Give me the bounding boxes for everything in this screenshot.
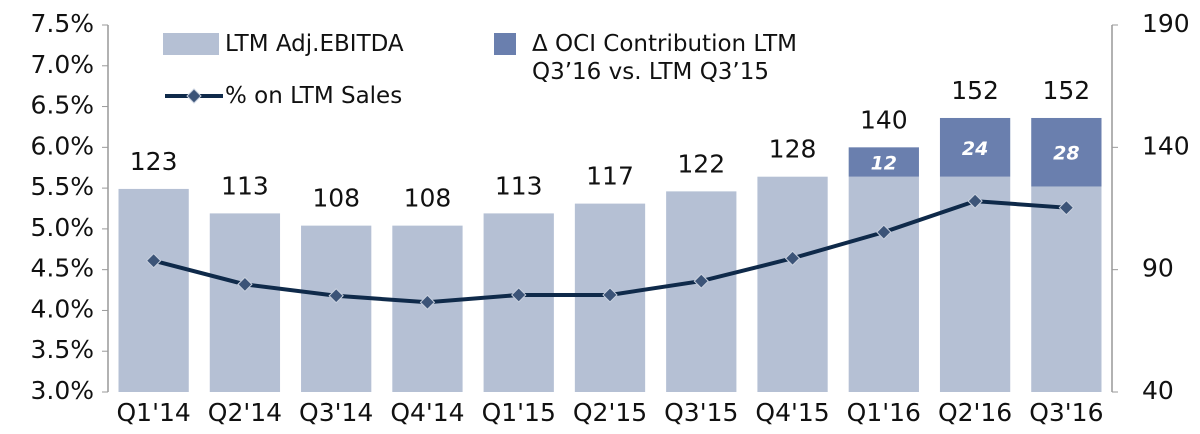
bar: [483, 213, 554, 392]
legend-item: LTM Adj.EBITDA: [163, 30, 404, 58]
legend-item: % on LTM Sales: [163, 82, 402, 110]
bar: [757, 176, 828, 392]
legend-label: % on LTM Sales: [225, 83, 403, 109]
legend-label: Δ OCI Contribution LTM Q3’16 vs. LTM Q3’…: [532, 31, 797, 85]
legend-swatch: [494, 33, 516, 55]
value-label: 113: [495, 171, 543, 200]
bar: [1031, 186, 1102, 392]
x-tick-label: Q1'14: [116, 398, 190, 427]
value-label: 108: [404, 184, 452, 213]
line-marker: [419, 294, 436, 310]
segment-label: 12: [871, 153, 897, 175]
value-label: 117: [586, 162, 634, 191]
value-label: 122: [677, 149, 725, 178]
line-marker: [145, 252, 162, 269]
bar: [848, 176, 919, 392]
value-label: 128: [769, 135, 817, 164]
y2-tick-label: 40: [1142, 376, 1174, 405]
value-label: 113: [221, 171, 269, 200]
bar: [209, 213, 281, 392]
y-tick-label: 5.0%: [30, 213, 94, 242]
line-marker: [967, 193, 983, 209]
x-tick-label: Q2'15: [573, 398, 647, 427]
legend-item: Δ OCI Contribution LTM Q3’16 vs. LTM Q3’…: [494, 30, 862, 86]
x-tick-label: Q1'15: [482, 398, 556, 427]
legend-marker: [186, 88, 202, 104]
bar-segment: [1031, 117, 1102, 187]
line-marker: [784, 250, 801, 266]
y-tick-label: 6.0%: [30, 131, 94, 160]
y-tick-label: 6.5%: [30, 91, 94, 120]
y-tick-label: 7.5%: [30, 9, 94, 38]
x-tick-label: Q2'16: [938, 398, 1012, 427]
bar: [301, 225, 372, 392]
y-tick-label: 4.0%: [30, 294, 94, 323]
x-tick-label: Q2'14: [208, 398, 282, 427]
segment-label: 28: [1053, 143, 1079, 165]
y2-tick-label: 90: [1142, 254, 1174, 283]
x-tick-label: Q3'14: [299, 398, 373, 427]
bar-segment: [848, 147, 919, 177]
y2-tick-label: 140: [1142, 131, 1190, 160]
line-marker: [876, 224, 892, 240]
value-label: 152: [1043, 76, 1091, 105]
y-tick-label: 7.0%: [30, 50, 94, 79]
bar: [666, 191, 737, 392]
segment-label: 24: [962, 138, 988, 160]
x-tick-label: Q4'15: [755, 398, 829, 427]
y-tick-label: 3.5%: [30, 335, 94, 364]
bar-segment: [939, 117, 1011, 177]
value-label: 140: [860, 105, 908, 134]
value-label: 108: [312, 184, 360, 213]
legend-swatch: [163, 33, 219, 55]
y-tick-label: 3.0%: [30, 376, 94, 405]
legend-swatch: [165, 88, 223, 104]
bar: [939, 176, 1011, 392]
legend-label: LTM Adj.EBITDA: [225, 31, 404, 57]
value-label: 152: [951, 76, 999, 105]
x-tick-label: Q1'16: [847, 398, 921, 427]
line-marker: [237, 276, 253, 293]
x-tick-label: Q4'14: [390, 398, 464, 427]
y-tick-label: 4.5%: [30, 254, 94, 283]
y-tick-label: 5.5%: [30, 172, 94, 201]
y2-tick-label: 190: [1142, 9, 1190, 38]
line-marker: [511, 287, 527, 303]
x-tick-label: Q3'15: [664, 398, 738, 427]
line-marker: [693, 273, 709, 289]
line-marker: [1058, 199, 1075, 216]
x-tick-label: Q3'16: [1029, 398, 1103, 427]
bar: [118, 188, 189, 392]
line-marker: [602, 287, 618, 303]
value-label: 123: [130, 147, 178, 176]
line-marker: [328, 288, 344, 304]
